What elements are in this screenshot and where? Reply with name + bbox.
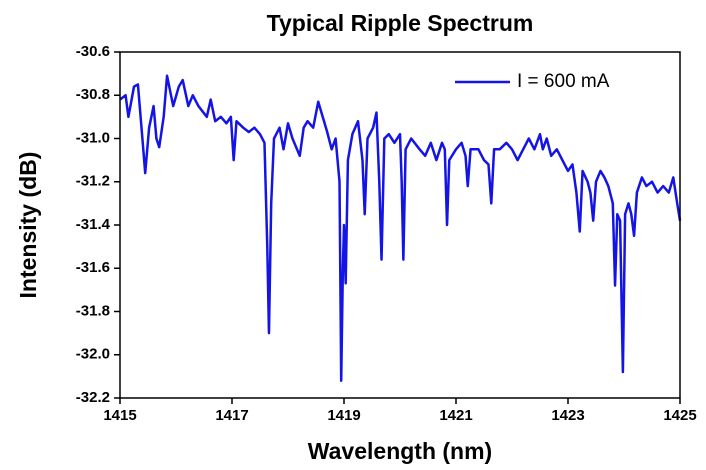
x-tick-label: 1421 — [439, 407, 472, 424]
y-tick-label: -31.6 — [76, 259, 110, 276]
x-tick-label: 1419 — [327, 407, 360, 424]
y-tick-label: -31.8 — [76, 302, 110, 319]
y-tick-label: -30.8 — [76, 86, 110, 103]
y-tick-label: -30.6 — [76, 43, 110, 60]
y-axis-label: Intensity (dB) — [15, 152, 41, 299]
y-tick-label: -31.0 — [76, 129, 110, 146]
data-line — [119, 74, 682, 382]
legend-label: I = 600 mA — [517, 71, 610, 92]
chart-title: Typical Ripple Spectrum — [267, 10, 534, 36]
y-tick-label: -31.2 — [76, 173, 110, 190]
plot-frame — [119, 51, 681, 399]
x-axis-label: Wavelength (nm) — [308, 438, 492, 464]
y-tick-label: -31.4 — [76, 216, 111, 233]
x-tick-label: 1425 — [663, 407, 696, 424]
y-tick-label: -32.2 — [76, 389, 110, 406]
y-tick-label: -32.0 — [76, 346, 110, 363]
x-tick-label: 1423 — [551, 407, 584, 424]
x-tick-label: 1417 — [215, 407, 248, 424]
x-tick-label: 1415 — [103, 407, 136, 424]
